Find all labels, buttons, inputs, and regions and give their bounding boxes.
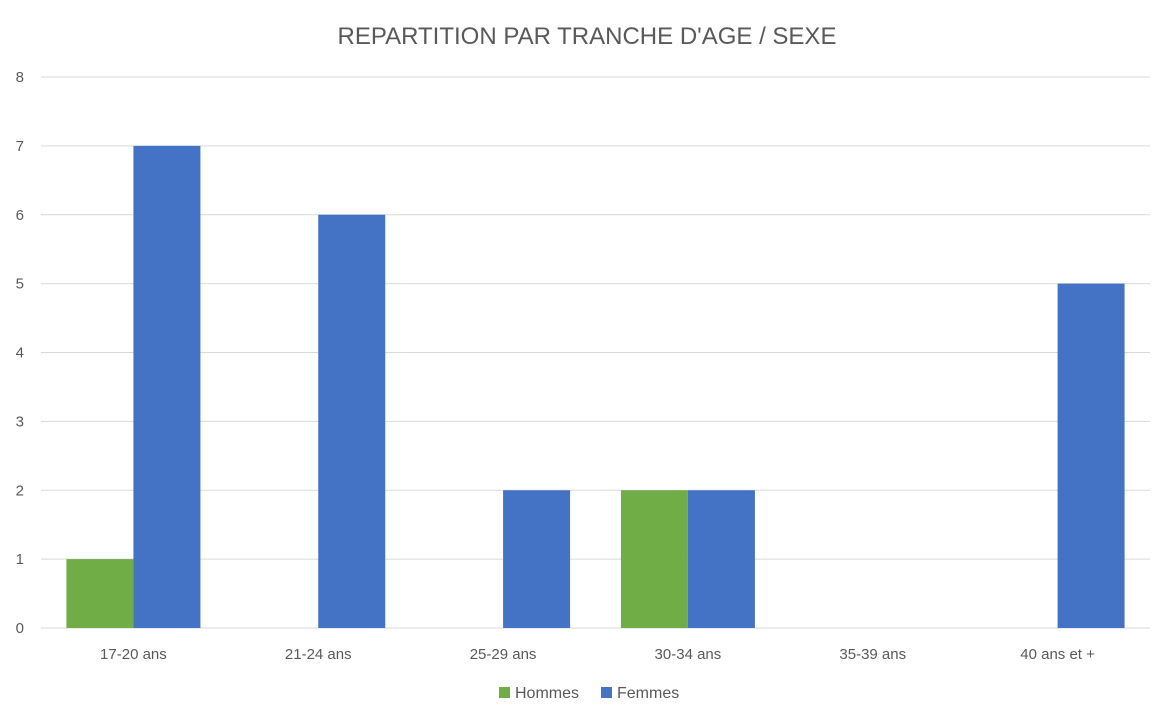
bar-femmes-1 [318,214,386,628]
x-tick-label: 40 ans et + [1020,646,1095,663]
y-tick-label: 8 [16,69,24,86]
x-tick-label: 30-34 ans [655,646,722,663]
y-tick-label: 6 [16,207,24,224]
bar-femmes-3 [687,490,755,628]
y-tick-label: 1 [16,551,24,568]
x-tick-label: 17-20 ans [100,646,167,663]
x-tick-label: 21-24 ans [285,646,352,663]
y-tick-label: 2 [16,482,24,499]
y-tick-label: 3 [16,413,24,430]
chart-title: REPARTITION PAR TRANCHE D'AGE / SEXE [338,23,837,50]
bar-femmes-5 [1057,283,1125,628]
bar-hommes-0 [66,559,134,628]
bar-femmes-2 [503,490,571,628]
gridlines [41,76,1150,629]
bars [66,145,1125,628]
x-axis: 17-20 ans 21-24 ans 25-29 ans 30-34 ans 35-3… [100,646,1095,663]
x-tick-label: 35-39 ans [839,646,906,663]
y-tick-label: 0 [16,620,24,637]
bar-hommes-3 [620,490,688,628]
bar-femmes-0 [133,145,201,628]
legend-swatch-femmes [601,687,612,698]
x-tick-label: 25-29 ans [470,646,537,663]
y-tick-label: 5 [16,276,24,293]
legend-label-femmes: Femmes [617,685,679,702]
legend: Hommes Femmes [499,685,679,702]
legend-label-hommes: Hommes [515,685,579,702]
y-tick-label: 4 [16,345,24,362]
y-axis: 0 1 2 3 4 5 6 7 8 [16,69,24,637]
legend-swatch-hommes [499,687,510,698]
y-tick-label: 7 [16,138,24,155]
